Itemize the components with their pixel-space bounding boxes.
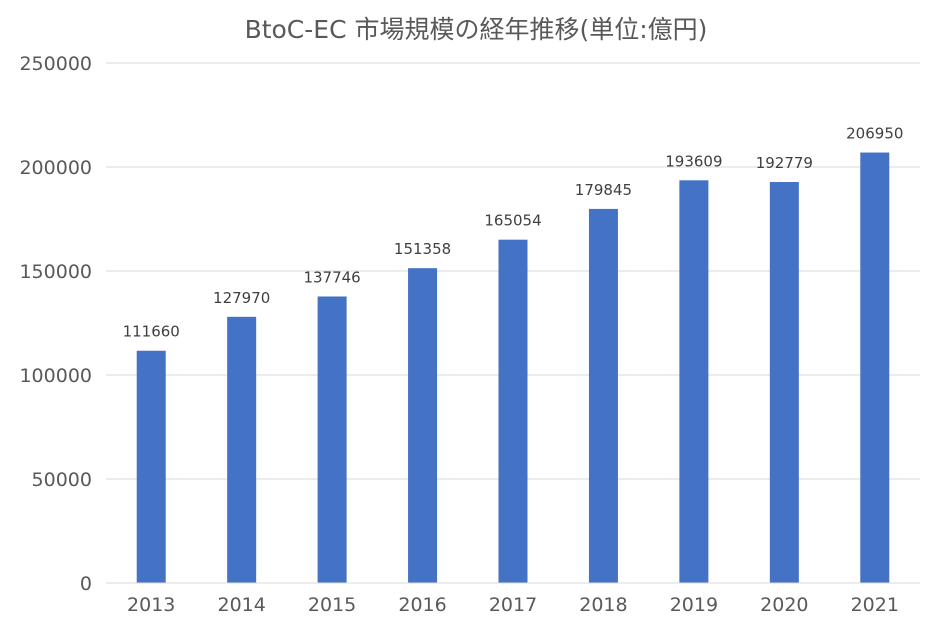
- x-tick-label-2017: 2017: [489, 594, 537, 616]
- data-label-2021: 206950: [846, 125, 903, 143]
- bar-2021: [860, 152, 890, 583]
- x-tick-label-2016: 2016: [398, 594, 446, 616]
- bar-2020: [769, 182, 799, 583]
- bar-2018: [588, 208, 618, 583]
- x-axis: 2013 2014 2015 2016 2017 2018 2019 2020 2021: [106, 582, 920, 616]
- x-tick-label-2018: 2018: [579, 594, 627, 616]
- y-tick-label-50000: 50000: [32, 469, 92, 491]
- x-tick-label-2015: 2015: [308, 594, 356, 616]
- bar-2015: [317, 296, 347, 583]
- data-label-2015: 137746: [303, 268, 360, 286]
- y-tick-label-150000: 150000: [19, 261, 92, 283]
- chart-title: BtoC-EC 市場規模の経年推移(単位:億円): [244, 15, 708, 44]
- x-tick-label-2014: 2014: [217, 594, 265, 616]
- bars: [136, 152, 890, 583]
- data-label-2017: 165054: [484, 212, 541, 230]
- x-tick-label-2021: 2021: [851, 594, 899, 616]
- y-tick-label-200000: 200000: [19, 157, 92, 179]
- bar-2019: [679, 180, 709, 583]
- y-tick-label-250000: 250000: [19, 53, 92, 75]
- data-label-2013: 111660: [123, 323, 180, 341]
- y-tick-label-100000: 100000: [19, 365, 92, 387]
- data-label-2020: 192779: [756, 154, 813, 172]
- x-tick-label-2019: 2019: [670, 594, 718, 616]
- y-axis: 0 50000 100000 150000 200000 250000: [19, 53, 92, 595]
- x-tick-label-2013: 2013: [127, 594, 175, 616]
- data-label-2018: 179845: [575, 181, 632, 199]
- bar-2013: [136, 350, 166, 583]
- data-labels: 111660 127970 137746 151358 165054 179845 1936…: [123, 125, 904, 341]
- x-tick-label-2020: 2020: [760, 594, 808, 616]
- bar-2017: [498, 239, 528, 583]
- bar-2016: [408, 268, 438, 583]
- bar-2014: [227, 316, 257, 583]
- data-label-2019: 193609: [665, 152, 722, 170]
- y-tick-label-0: 0: [80, 573, 92, 595]
- data-label-2014: 127970: [213, 289, 270, 307]
- data-label-2016: 151358: [394, 240, 451, 258]
